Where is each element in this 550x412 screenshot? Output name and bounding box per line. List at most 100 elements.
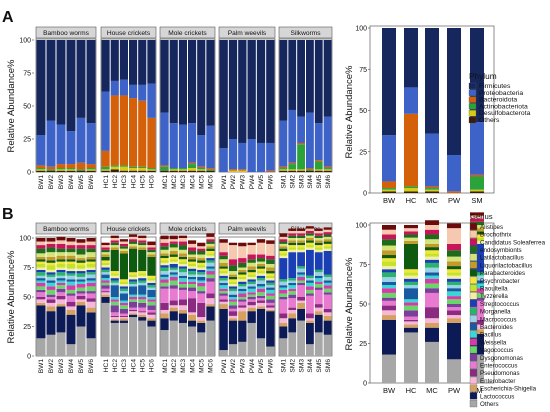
- chart-b-right-bar-HC-lactococcus: [404, 327, 418, 333]
- chart-b-left-bar-BW6-others: [86, 338, 96, 356]
- chart-b-left-bar-BW1-latilactobacillus: [36, 253, 46, 257]
- chart-b-left-bar-MC2-others: [169, 320, 178, 356]
- chart-b-left-bar-HC2-bacillus: [110, 297, 119, 300]
- chart-a-left-bar-PW6-bacteroidota: [266, 170, 275, 172]
- chart-b-left-bar-MC2-candidatus-soleaferrea: [169, 241, 178, 244]
- chart-b-left-bar-BW1-bacillus: [36, 280, 46, 283]
- chart-b-left-bar-PW4-pseudomonas: [247, 301, 256, 306]
- chart-b-right-bar-BW-raoultella: [382, 261, 396, 267]
- chart-b-left-bar-HC3-endosymbionts: [119, 246, 128, 249]
- chart-b-left-bar-PW6-streptococcus: [266, 280, 275, 283]
- chart-a-left-bar-HC6-proteobacteria: [147, 83, 156, 118]
- chart-b-left-bar-HC4-weissella: [129, 297, 138, 300]
- chart-b-left-bar-PW6-macrococcus: [266, 285, 275, 288]
- chart-b-left-bar-SM3-enterobacter: [297, 300, 305, 303]
- chart-b-left-bar-SM3-macrococcus: [297, 268, 305, 273]
- chart-b-left-x-tick-label-HC3: HC3: [121, 359, 128, 373]
- chart-b-left-facet-frame-2: [159, 236, 216, 357]
- chart-a-right-bar-BW-actinobacteriota: [382, 188, 396, 190]
- chart-a-right-bar-HC-bacteroidota: [404, 113, 418, 187]
- chart-b-left-bar-PW5-raoultella: [256, 271, 266, 274]
- chart-b-right-legend-swatch-escherichia-shigella: [469, 384, 478, 392]
- chart-b-left-bar-MC5-raoultella: [197, 265, 206, 268]
- chart-b-left-bar-HC5-parabacteroides: [138, 249, 147, 272]
- chart-b-left-bar-MC2-latilactobacillus: [169, 247, 178, 251]
- chart-b-left-bar-BW2-weissella: [46, 286, 56, 290]
- chart-b-left-bar-HC6-alistipes: [147, 241, 156, 246]
- chart-b-left-bar-BW1-enterobacter: [36, 299, 46, 303]
- chart-a-right-bar-HC-firmicutes: [404, 28, 418, 88]
- chart-b-left-bar-BW4-candidatus-soleaferrea: [66, 245, 76, 249]
- chart-b-left-bar-SM2-alistipes: [288, 228, 297, 231]
- chart-b-left-bar-PW1-others: [219, 350, 228, 356]
- chart-b-left-bar-SM4-morganella: [306, 275, 314, 279]
- chart-b-left-bar-HC1-psychrobacter: [101, 260, 110, 263]
- chart-a-left-bar-HC4-proteobacteria: [129, 84, 138, 99]
- chart-b-left-bar-PW1-candidatus-soleaferrea: [219, 252, 228, 256]
- chart-b-left-bar-HC4-liquorilactobacillus: [129, 246, 138, 249]
- chart-b-left-bar-BW2-streptococcus: [46, 272, 56, 275]
- chart-a-left-bar-HC1-others: [101, 170, 110, 172]
- chart-b-left-bar-BW6-liquorilactobacillus: [86, 256, 96, 260]
- chart-b-left-bar-MC4-others: [188, 326, 197, 356]
- chart-b-left-bar-MC4-tyzzerella: [188, 266, 197, 269]
- chart-b-left-bar-MC6-lactococcus: [206, 306, 215, 321]
- chart-b-left-x-tick-label-HC6: HC6: [149, 359, 156, 373]
- chart-b-left-bar-BW6-enterobacter: [86, 301, 96, 308]
- chart-b-left-x-tick-label-PW1: PW1: [221, 359, 228, 374]
- chart-b-right-legend-swatch-bacillus: [469, 330, 478, 338]
- chart-b-left-bar-HC6-macrococcus: [147, 287, 156, 290]
- chart-b-left-bar-BW4-vagococcus: [66, 289, 76, 294]
- chart-b-left-bar-SM2-tyzzerella: [288, 249, 297, 253]
- chart-b-left-bar-BW6-weissella: [86, 282, 96, 287]
- chart-a-left-x-tick-label-PW4: PW4: [249, 175, 256, 190]
- chart-b-left-bar-SM2-liquorilactobacillus: [288, 240, 297, 243]
- chart-b-left-bar-PW4-macrococcus: [247, 284, 256, 287]
- chart-b-right-bar-PW-latilactobacillus: [447, 256, 461, 262]
- chart-b-left-bar-HC4-psychrobacter: [129, 272, 138, 275]
- chart-b-left-bar-SM1-alistipes: [279, 233, 288, 237]
- chart-b-left-bar-BW1-pseudomonas: [36, 297, 46, 300]
- chart-b-left-bar-PW2-lactococcus: [228, 320, 238, 345]
- chart-b-left-bar-PW1-vagococcus: [219, 291, 228, 294]
- chart-b-left-bar-HC3-others: [119, 322, 128, 356]
- chart-b-right-bar-PW-enterococcus: [447, 307, 461, 311]
- chart-b-right-bar-BW-latilactobacillus: [382, 245, 396, 251]
- chart-b-left-bar-SM4-streptococcus: [306, 249, 314, 276]
- chart-b-right-bar-HC-streptococcus: [404, 278, 418, 282]
- chart-a-left-bar-SM2-bacteroidota: [288, 162, 297, 165]
- chart-a-left-bar-SM1-proteobacteria: [279, 120, 288, 167]
- chart-b-left-bar-PW5-morganella: [256, 278, 266, 281]
- chart-b-left-bar-PW6-raoultella: [266, 275, 275, 279]
- chart-a-left-bar-BW1-proteobacteria: [36, 135, 46, 166]
- chart-b-left-facet-label-0: Bamboo worms: [43, 226, 90, 233]
- chart-b-left-bar-SM6-vagococcus: [323, 288, 332, 293]
- chart-a-left-ytick-label-2: 50: [23, 104, 31, 111]
- chart-b-left-bar-SM5-latilactobacillus: [314, 238, 323, 241]
- chart-a-left-bar-MC5-firmicutes: [197, 40, 206, 136]
- chart-b-right-x-tick-label-HC: HC: [406, 386, 417, 395]
- chart-b-left-bar-HC2-brochothrix: [110, 238, 119, 241]
- chart-b-left-bar-SM6-streptococcus: [323, 250, 332, 275]
- chart-b-left-bar-SM2-streptococcus: [288, 252, 297, 279]
- chart-b-left-bar-MC1-vagococcus: [160, 282, 169, 287]
- chart-b-left-bar-BW1-macrococcus: [36, 275, 46, 279]
- chart-a-left-bar-SM1-firmicutes: [279, 40, 288, 121]
- chart-b-left-bar-HC3-psychrobacter: [119, 279, 128, 282]
- chart-b-left-bar-MC1-weissella: [160, 279, 169, 283]
- chart-b-left-bar-PW5-tyzzerella: [256, 273, 266, 276]
- chart-b-left-bar-SM6-bacteroides: [323, 280, 332, 283]
- chart-b-left-bar-BW5-parabacteroides: [76, 260, 86, 263]
- chart-b-right-bar-MC-bacteroides: [425, 272, 439, 276]
- chart-b-left-bar-SM2-dysgonomonas: [288, 294, 297, 299]
- chart-b-left-bar-HC3-lactococcus: [119, 320, 128, 323]
- chart-b-right-bar-HC-enterobacter: [404, 321, 418, 325]
- chart-b-left-bar-PW5-brochothrix: [256, 242, 266, 255]
- chart-a-left-bar-SM2-others: [288, 170, 297, 172]
- chart-b-left-bar-SM2-vagococcus: [288, 291, 297, 295]
- chart-b-left-bar-PW2-raoultella: [228, 281, 238, 285]
- chart-b-left-bar-HC4-macrococcus: [129, 284, 138, 287]
- chart-a-left-bar-HC4-desulfobacterota: [129, 168, 138, 171]
- chart-b-right-bar-MC-alistipes: [425, 220, 439, 225]
